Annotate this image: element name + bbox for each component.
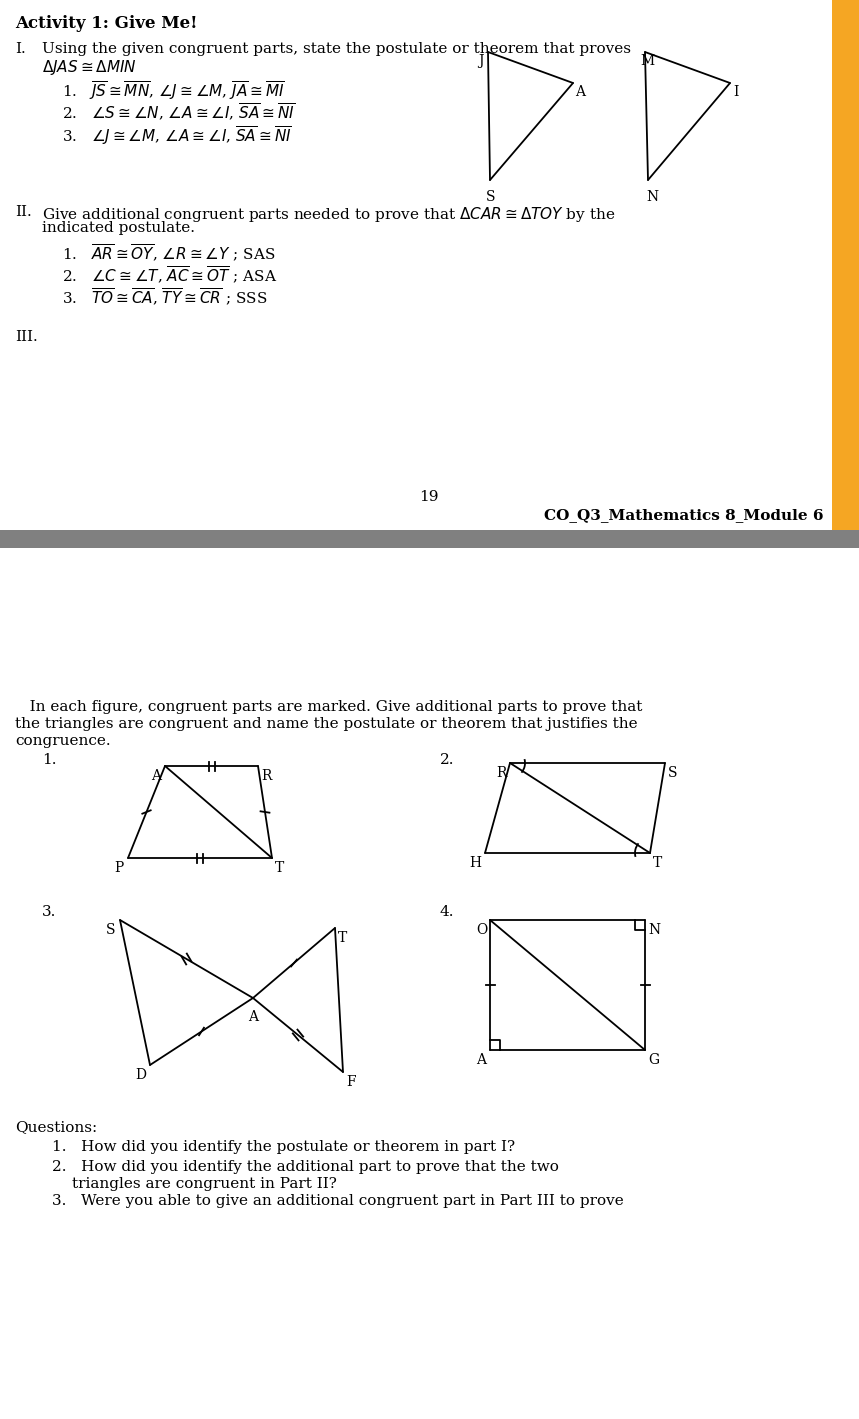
Text: I: I — [733, 85, 739, 99]
Bar — [0, 548, 859, 1419]
Text: J: J — [478, 54, 484, 68]
Text: 2.   $\angle S \cong \angle N$, $\angle A \cong \angle I$, $\overline{SA} \cong : 2. $\angle S \cong \angle N$, $\angle A … — [62, 102, 295, 123]
Text: 19: 19 — [419, 490, 439, 504]
Text: CO_Q3_Mathematics 8_Module 6: CO_Q3_Mathematics 8_Module 6 — [545, 508, 824, 522]
Text: 1.: 1. — [42, 753, 57, 768]
Text: S: S — [486, 190, 496, 204]
Text: Using the given congruent parts, state the postulate or theorem that proves: Using the given congruent parts, state t… — [42, 43, 631, 55]
Text: M: M — [640, 54, 654, 68]
Text: 2.   How did you identify the additional part to prove that the two: 2. How did you identify the additional p… — [52, 1159, 559, 1174]
Text: N: N — [648, 922, 660, 937]
Text: H: H — [469, 856, 481, 870]
Text: Questions:: Questions: — [15, 1120, 97, 1134]
Bar — [0, 0, 859, 531]
Text: P: P — [114, 861, 123, 876]
Text: 3.   Were you able to give an additional congruent part in Part III to prove: 3. Were you able to give an additional c… — [52, 1193, 624, 1208]
Text: N: N — [646, 190, 658, 204]
Text: A: A — [151, 769, 161, 783]
Text: III.: III. — [15, 331, 38, 343]
Text: indicated postulate.: indicated postulate. — [42, 221, 195, 236]
Text: $\Delta JAS \cong \Delta MIN$: $\Delta JAS \cong \Delta MIN$ — [42, 58, 137, 77]
Text: I.: I. — [15, 43, 26, 55]
Text: R: R — [261, 769, 271, 783]
Text: A: A — [575, 85, 585, 99]
Text: F: F — [346, 1076, 356, 1088]
Text: O: O — [476, 922, 487, 937]
Text: T: T — [275, 861, 284, 876]
Text: S: S — [668, 766, 678, 780]
Bar — [0, 531, 859, 548]
Text: 3.   $\overline{TO} \cong \overline{CA}$, $\overline{TY} \cong \overline{CR}$ ; : 3. $\overline{TO} \cong \overline{CA}$, … — [62, 287, 267, 308]
Text: A: A — [476, 1053, 486, 1067]
Text: the triangles are congruent and name the postulate or theorem that justifies the: the triangles are congruent and name the… — [15, 717, 637, 731]
Text: triangles are congruent in Part II?: triangles are congruent in Part II? — [72, 1176, 337, 1191]
Text: R: R — [496, 766, 506, 780]
Text: G: G — [648, 1053, 659, 1067]
Text: 2.   $\angle C \cong \angle T$, $\overline{AC} \cong \overline{OT}$ ; ASA: 2. $\angle C \cong \angle T$, $\overline… — [62, 265, 277, 287]
Text: In each figure, congruent parts are marked. Give additional parts to prove that: In each figure, congruent parts are mark… — [15, 700, 643, 714]
Text: 1.   $\overline{JS} \cong \overline{MN}$, $\angle J \cong \angle M$, $\overline{: 1. $\overline{JS} \cong \overline{MN}$, … — [62, 79, 285, 104]
Text: Give additional congruent parts needed to prove that $\Delta CAR \cong \Delta TO: Give additional congruent parts needed t… — [42, 204, 615, 224]
Text: D: D — [135, 1069, 146, 1083]
Text: T: T — [338, 931, 347, 945]
Text: 1.   How did you identify the postulate or theorem in part I?: 1. How did you identify the postulate or… — [52, 1139, 515, 1154]
Text: II.: II. — [15, 204, 32, 219]
Text: A: A — [248, 1010, 258, 1025]
Bar — [832, 0, 859, 531]
Text: Activity 1: Give Me!: Activity 1: Give Me! — [15, 16, 198, 33]
Text: T: T — [653, 856, 662, 870]
Text: congruence.: congruence. — [15, 734, 111, 748]
Text: S: S — [106, 922, 115, 937]
Text: 4.: 4. — [440, 905, 454, 920]
Text: 1.   $\overline{AR} \cong \overline{OY}$, $\angle R \cong \angle Y$ ; SAS: 1. $\overline{AR} \cong \overline{OY}$, … — [62, 243, 276, 264]
Text: 3.: 3. — [42, 905, 57, 920]
Text: 2.: 2. — [440, 753, 454, 768]
Text: 3.   $\angle J \cong \angle M$, $\angle A \cong \angle I$, $\overline{SA} \cong : 3. $\angle J \cong \angle M$, $\angle A … — [62, 123, 292, 146]
